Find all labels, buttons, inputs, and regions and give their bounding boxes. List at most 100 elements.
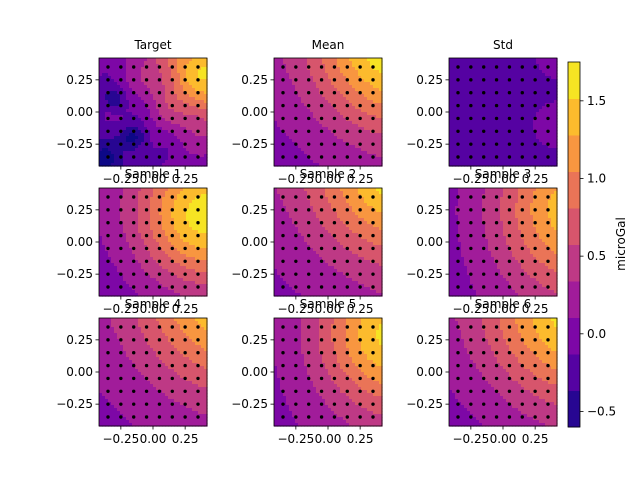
heatmap-cell bbox=[458, 109, 462, 113]
heatmap-cell bbox=[352, 121, 356, 125]
observation-point bbox=[345, 116, 349, 121]
heatmap-cell bbox=[310, 85, 314, 89]
heatmap-cell bbox=[301, 118, 305, 122]
heatmap-cell bbox=[304, 145, 308, 149]
heatmap-cell bbox=[150, 88, 154, 92]
heatmap-cell bbox=[159, 157, 163, 161]
heatmap-cell bbox=[162, 88, 166, 92]
heatmap-cell bbox=[99, 61, 103, 65]
heatmap-cell bbox=[467, 109, 471, 113]
heatmap-cell bbox=[204, 127, 208, 131]
heatmap-cell bbox=[171, 67, 175, 71]
observation-point bbox=[520, 103, 524, 108]
heatmap-cell bbox=[159, 118, 163, 122]
heatmap-cell bbox=[373, 106, 377, 110]
heatmap-cell bbox=[150, 70, 154, 74]
heatmap-cell bbox=[171, 58, 175, 62]
heatmap-cell bbox=[99, 130, 103, 134]
heatmap-cell bbox=[334, 112, 338, 116]
heatmap-cell bbox=[159, 61, 163, 65]
heatmap-cell bbox=[156, 79, 160, 83]
heatmap-cell bbox=[186, 103, 190, 107]
heatmap-cell bbox=[340, 58, 344, 62]
observation-point bbox=[196, 78, 200, 82]
heatmap-cell bbox=[479, 64, 483, 68]
heatmap-cell bbox=[322, 163, 326, 167]
heatmap-cell bbox=[467, 91, 471, 95]
heatmap-cell bbox=[473, 58, 477, 62]
heatmap-cell bbox=[189, 67, 193, 71]
heatmap-cell bbox=[343, 76, 347, 80]
heatmap-cell bbox=[105, 73, 109, 77]
heatmap-cell bbox=[123, 136, 127, 140]
heatmap-cell bbox=[274, 97, 278, 101]
observation-point bbox=[144, 103, 149, 108]
heatmap-cell bbox=[479, 115, 483, 119]
heatmap-cell bbox=[464, 121, 468, 125]
heatmap-cell bbox=[168, 70, 172, 74]
heatmap-cell bbox=[274, 136, 278, 140]
heatmap-cell bbox=[114, 103, 118, 107]
heatmap-cell bbox=[298, 133, 302, 137]
heatmap-cell bbox=[280, 121, 284, 125]
heatmap-cell bbox=[286, 124, 290, 128]
heatmap-cell bbox=[198, 109, 202, 113]
heatmap-cell bbox=[135, 61, 139, 65]
heatmap-cell bbox=[186, 88, 190, 92]
heatmap-cell bbox=[174, 91, 178, 95]
heatmap-cell bbox=[153, 160, 157, 164]
heatmap-cell bbox=[476, 121, 480, 125]
observation-point bbox=[494, 65, 499, 69]
heatmap-cell bbox=[358, 82, 362, 86]
observation-point bbox=[196, 142, 200, 146]
heatmap-cell bbox=[129, 121, 133, 125]
heatmap-cell bbox=[186, 151, 190, 155]
heatmap-cell bbox=[105, 58, 109, 62]
heatmap-cell bbox=[138, 85, 142, 89]
heatmap-cell bbox=[283, 139, 287, 143]
heatmap-cell bbox=[334, 139, 338, 143]
heatmap-cell bbox=[328, 121, 332, 125]
heatmap-cell bbox=[367, 82, 371, 86]
observation-point bbox=[132, 103, 136, 108]
heatmap-cell bbox=[370, 82, 374, 86]
heatmap-cell bbox=[102, 79, 106, 83]
heatmap-cell bbox=[274, 154, 278, 158]
heatmap-cell bbox=[117, 64, 121, 68]
heatmap-cell bbox=[195, 109, 199, 113]
heatmap-cell bbox=[325, 130, 329, 134]
heatmap-cell bbox=[123, 79, 127, 83]
heatmap-cell bbox=[313, 145, 317, 149]
heatmap-cell bbox=[449, 133, 453, 137]
heatmap-cell bbox=[195, 139, 199, 143]
heatmap-cell bbox=[204, 76, 208, 80]
heatmap-cell bbox=[165, 82, 169, 86]
observation-point bbox=[307, 142, 311, 146]
heatmap-cell bbox=[349, 154, 353, 158]
heatmap-cell bbox=[313, 103, 317, 107]
heatmap-cell bbox=[364, 82, 368, 86]
observation-point bbox=[319, 129, 324, 133]
heatmap-cell bbox=[111, 148, 115, 152]
heatmap-cell bbox=[289, 160, 293, 164]
observation-point bbox=[281, 65, 285, 69]
heatmap-cell bbox=[464, 133, 468, 137]
heatmap-cell bbox=[452, 106, 456, 110]
heatmap-cell bbox=[168, 91, 172, 95]
heatmap-cell bbox=[364, 121, 368, 125]
heatmap-cell bbox=[476, 64, 480, 68]
heatmap-cell bbox=[204, 103, 208, 107]
heatmap-cell bbox=[277, 103, 281, 107]
heatmap-cell bbox=[370, 118, 374, 122]
heatmap-cell bbox=[479, 94, 483, 98]
heatmap-cell bbox=[165, 97, 169, 101]
heatmap-cell bbox=[274, 61, 278, 65]
heatmap-cell bbox=[286, 145, 290, 149]
heatmap-cell bbox=[319, 139, 323, 143]
heatmap-field bbox=[99, 58, 208, 167]
heatmap-cell bbox=[328, 70, 332, 74]
heatmap-cell bbox=[147, 142, 151, 146]
heatmap-cell bbox=[331, 130, 335, 134]
observation-point bbox=[482, 129, 486, 133]
heatmap-cell bbox=[114, 136, 118, 140]
